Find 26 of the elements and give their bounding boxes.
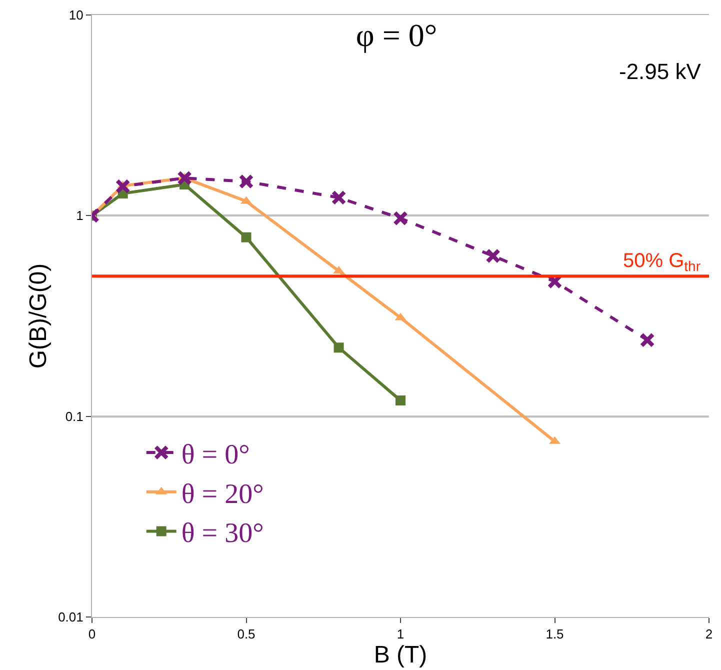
x-tick-label: 1.5 [546, 626, 564, 642]
x-axis-title: B (T) [374, 642, 428, 669]
ref-line-label: 50% G$_{thr}$ [623, 250, 701, 274]
legend-label: θ = 30° [181, 518, 264, 550]
x-tick-label: 0.5 [237, 626, 256, 642]
x-tick-label: 2 [705, 626, 713, 642]
annotation: -2.95 kV [619, 59, 702, 84]
y-tick-label: 0.1 [65, 408, 84, 424]
point [334, 342, 344, 353]
y-tick-label: 1 [76, 208, 84, 224]
point [396, 395, 406, 406]
y-axis-title: G(B)/G(0) [25, 263, 52, 369]
chart-title: φ = 0° [356, 16, 438, 53]
y-tick-label: 0.01 [58, 610, 84, 625]
point [640, 332, 655, 348]
point [115, 178, 130, 194]
legend-label: θ = 0° [181, 439, 250, 470]
legend-label: θ = 20° [181, 478, 264, 510]
point [331, 190, 346, 206]
y-tick-label: 10 [68, 8, 84, 23]
point [393, 210, 408, 226]
point [486, 248, 501, 264]
x-tick-label: 1 [396, 626, 404, 642]
x-tick-label: 0 [88, 626, 96, 642]
point [241, 232, 252, 242]
point [238, 174, 254, 189]
